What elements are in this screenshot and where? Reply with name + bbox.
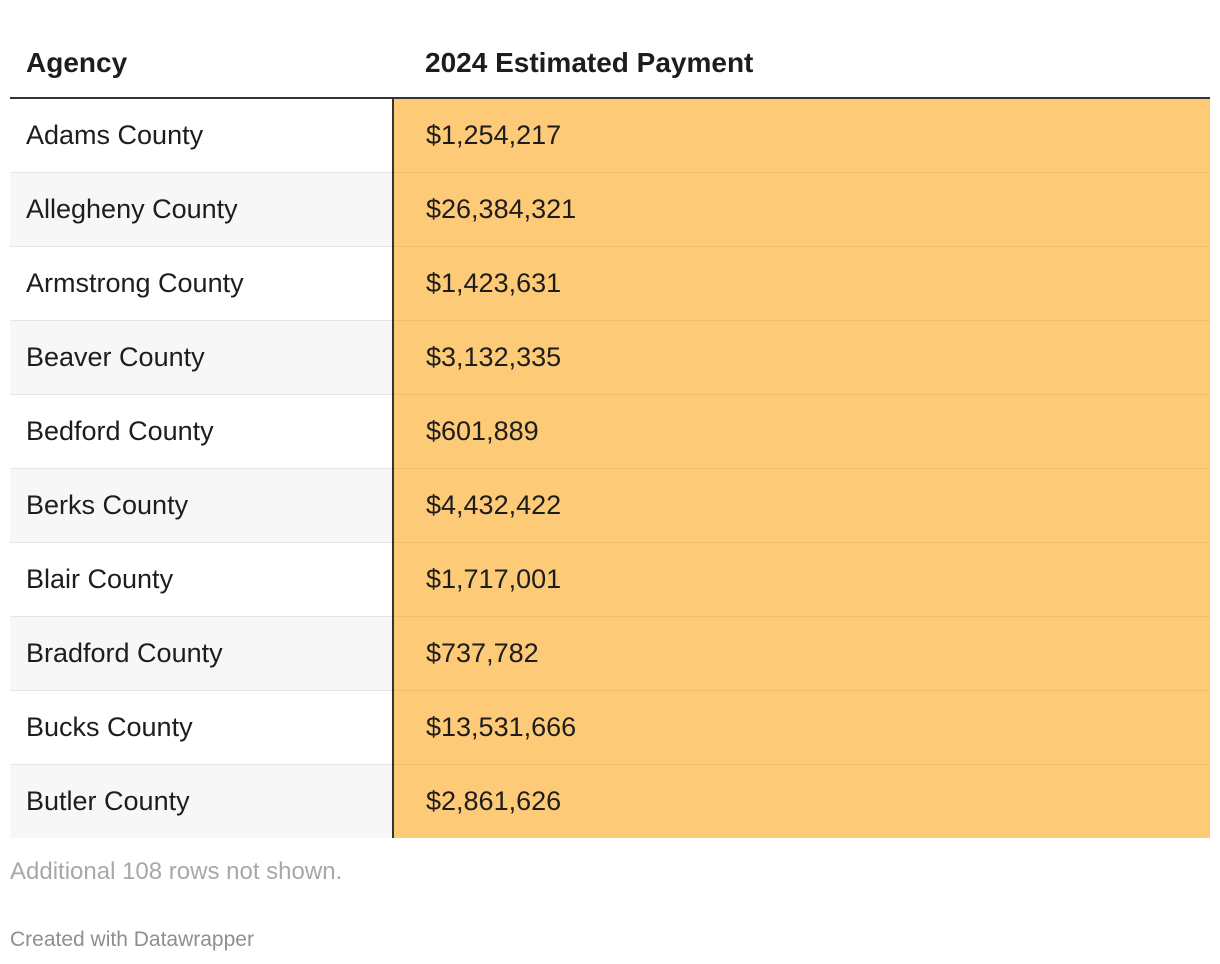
- agency-cell: Blair County: [10, 542, 393, 617]
- table-row: Butler County $2,861,626: [10, 764, 1210, 838]
- payment-cell: $13,531,666: [392, 690, 1210, 765]
- agency-cell: Butler County: [10, 764, 393, 838]
- agency-cell: Bradford County: [10, 616, 393, 691]
- rows-not-shown-note: Additional 108 rows not shown.: [10, 858, 343, 885]
- agency-cell: Allegheny County: [10, 172, 393, 247]
- agency-cell: Beaver County: [10, 320, 393, 395]
- agency-cell: Berks County: [10, 468, 393, 543]
- column-header-payment[interactable]: 2024 Estimated Payment: [393, 28, 1210, 99]
- agency-cell: Bedford County: [10, 394, 393, 469]
- table-row: Allegheny County $26,384,321: [10, 172, 1210, 247]
- data-table: Agency 2024 Estimated Payment Adams Coun…: [10, 28, 1210, 838]
- table-row: Adams County $1,254,217: [10, 98, 1210, 173]
- table-row: Armstrong County $1,423,631: [10, 246, 1210, 321]
- payment-cell: $737,782: [392, 616, 1210, 691]
- table-row: Bucks County $13,531,666: [10, 690, 1210, 765]
- payment-cell: $1,423,631: [392, 246, 1210, 321]
- table-row: Berks County $4,432,422: [10, 468, 1210, 543]
- agency-cell: Adams County: [10, 98, 393, 173]
- table-header: Agency 2024 Estimated Payment: [10, 28, 1210, 99]
- payment-cell: $2,861,626: [392, 764, 1210, 838]
- data-table-container: Agency 2024 Estimated Payment Adams Coun…: [10, 28, 1210, 838]
- agency-cell: Bucks County: [10, 690, 393, 765]
- payment-cell: $1,717,001: [392, 542, 1210, 617]
- table-body: Adams County $1,254,217 Allegheny County $2…: [10, 98, 1210, 838]
- payment-cell: $3,132,335: [392, 320, 1210, 395]
- payment-cell: $26,384,321: [392, 172, 1210, 247]
- payment-cell: $1,254,217: [392, 98, 1210, 173]
- header-row: Agency 2024 Estimated Payment: [10, 28, 1210, 99]
- payment-cell: $601,889: [392, 394, 1210, 469]
- agency-cell: Armstrong County: [10, 246, 393, 321]
- table-row: Blair County $1,717,001: [10, 542, 1210, 617]
- table-row: Bradford County $737,782: [10, 616, 1210, 691]
- payment-cell: $4,432,422: [392, 468, 1210, 543]
- table-row: Beaver County $3,132,335: [10, 320, 1210, 395]
- table-row: Bedford County $601,889: [10, 394, 1210, 469]
- column-header-agency[interactable]: Agency: [10, 28, 393, 99]
- datawrapper-credit: Created with Datawrapper: [10, 928, 254, 951]
